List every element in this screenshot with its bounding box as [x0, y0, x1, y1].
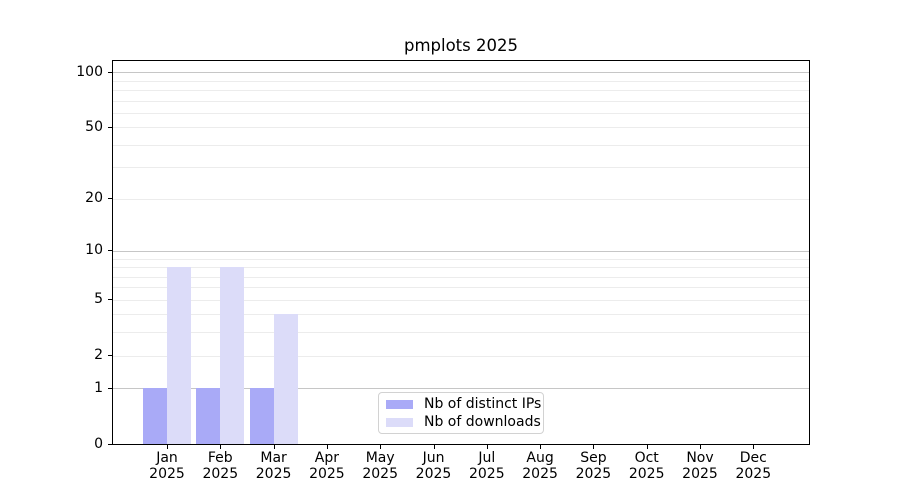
x-tick — [220, 445, 222, 449]
minor-gridline — [113, 314, 809, 316]
legend: Nb of distinct IPs Nb of downloads — [378, 392, 544, 434]
y-tick — [108, 250, 112, 252]
minor-gridline — [113, 80, 809, 82]
bar-distinct-ips — [196, 388, 221, 444]
legend-label-downloads: Nb of downloads — [424, 414, 541, 430]
x-tick-label: Apr 2025 — [309, 450, 345, 482]
x-tick-label: Jul 2025 — [468, 450, 505, 482]
y-tick-label: 100 — [76, 63, 103, 80]
minor-gridline — [113, 276, 809, 278]
legend-item-distinct-ips: Nb of distinct IPs — [386, 396, 543, 412]
x-tick — [486, 445, 488, 449]
x-tick — [326, 445, 328, 449]
x-tick-label: Mar 2025 — [255, 450, 292, 482]
minor-gridline — [113, 89, 809, 91]
x-tick — [433, 445, 435, 449]
y-tick-label: 20 — [85, 190, 103, 207]
y-tick — [108, 198, 112, 200]
bar-distinct-ips — [143, 388, 167, 444]
x-tick — [380, 445, 382, 449]
minor-gridline — [113, 258, 809, 260]
y-tick — [108, 387, 112, 389]
x-tick-label: Sep 2025 — [575, 450, 612, 482]
y-tick — [108, 126, 112, 128]
bar-downloads — [220, 267, 245, 444]
legend-swatch-downloads-icon — [386, 417, 413, 427]
minor-gridline — [113, 355, 809, 357]
y-tick — [108, 443, 112, 445]
minor-gridline — [113, 167, 809, 169]
minor-gridline — [113, 267, 809, 268]
y-tick-label: 50 — [85, 118, 103, 135]
x-tick — [753, 445, 755, 449]
y-tick-label: 2 — [94, 347, 103, 363]
x-tick-label: Nov 2025 — [682, 450, 718, 482]
minor-gridline — [113, 144, 809, 146]
minor-gridline — [113, 287, 809, 289]
x-tick — [273, 445, 275, 449]
minor-gridline — [113, 299, 809, 301]
plot-area — [112, 60, 810, 445]
bar-downloads — [273, 314, 298, 444]
y-tick-label: 10 — [85, 242, 103, 259]
x-tick-label: Oct 2025 — [628, 450, 665, 482]
x-tick-label: Dec 2025 — [735, 450, 772, 482]
chart-title: pmplots 2025 — [403, 36, 518, 55]
bar-distinct-ips — [249, 388, 274, 444]
x-tick — [700, 445, 701, 449]
minor-gridline — [113, 332, 809, 334]
x-tick-label: Jun 2025 — [415, 450, 452, 482]
legend-item-downloads: Nb of downloads — [386, 414, 543, 430]
x-tick-label: May 2025 — [362, 450, 398, 482]
major-gridline — [113, 388, 809, 390]
x-tick — [540, 445, 542, 449]
minor-gridline — [113, 198, 809, 200]
x-tick-label: Feb 2025 — [202, 450, 239, 482]
y-tick — [108, 71, 112, 73]
y-tick-label: 0 — [94, 435, 103, 452]
x-tick — [646, 445, 648, 449]
x-tick — [167, 445, 168, 449]
minor-gridline — [113, 127, 809, 129]
x-tick — [593, 445, 595, 449]
y-tick — [108, 355, 112, 356]
y-tick-label: 1 — [94, 379, 103, 396]
y-tick — [108, 299, 112, 301]
y-tick-label: 5 — [94, 291, 103, 308]
x-tick-label: Jan 2025 — [149, 450, 185, 482]
major-gridline — [113, 250, 809, 252]
minor-gridline — [113, 112, 809, 114]
legend-label-distinct-ips: Nb of distinct IPs — [424, 396, 542, 412]
bar-downloads — [167, 267, 191, 444]
x-tick-label: Aug 2025 — [522, 450, 558, 482]
minor-gridline — [113, 100, 809, 102]
major-gridline — [113, 72, 809, 74]
legend-swatch-distinct-ips-icon — [386, 399, 413, 409]
